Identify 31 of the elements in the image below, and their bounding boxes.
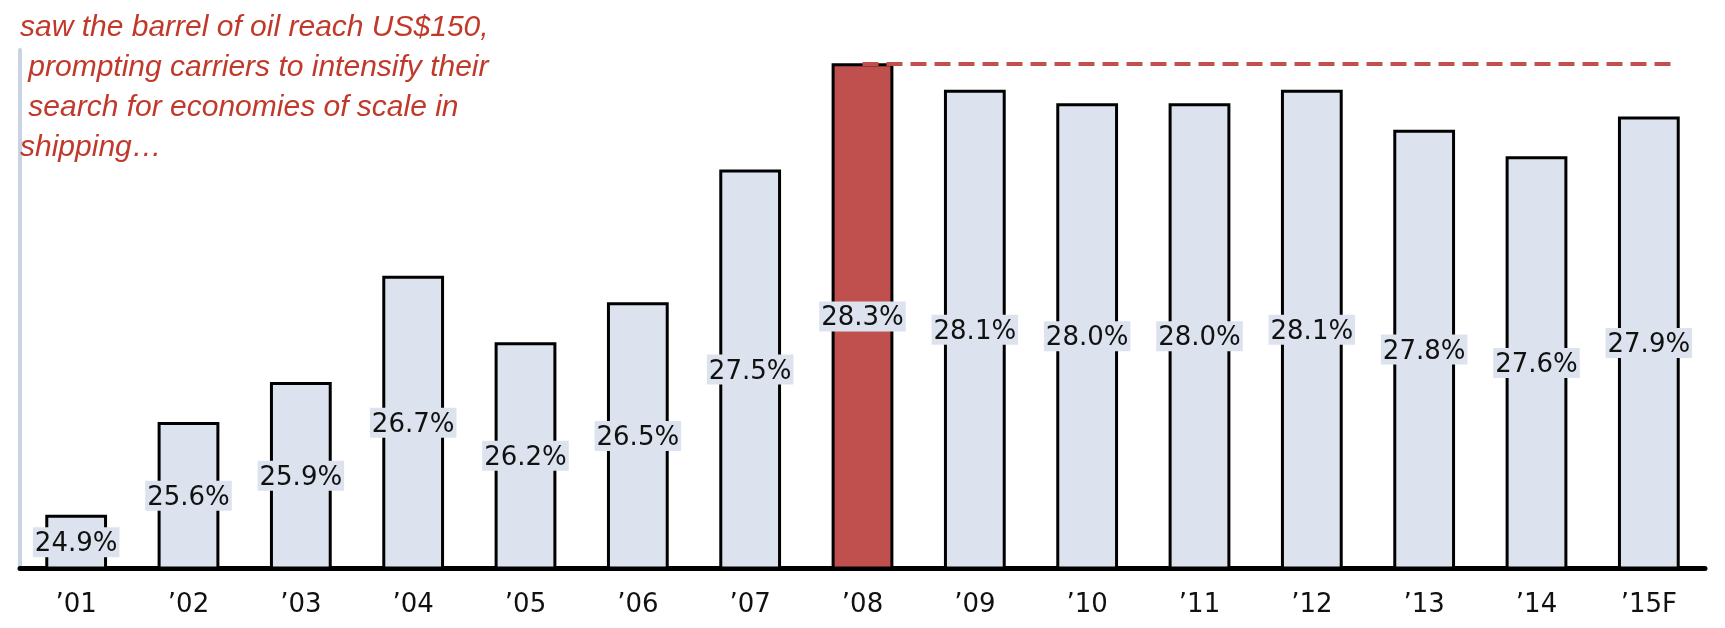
data-label: 25.6% [147, 480, 230, 511]
data-label: 28.0% [1045, 321, 1129, 352]
data-label: 26.5% [596, 420, 680, 451]
x-tick-label: ’12 [1291, 588, 1333, 618]
data-label: 28.3% [821, 301, 904, 332]
x-tick-label: ’03 [280, 588, 322, 618]
x-tick-label: ’11 [1178, 588, 1221, 618]
data-label: 26.2% [484, 440, 567, 471]
data-label: 27.5% [708, 354, 792, 385]
x-tick-label: ’04 [392, 588, 434, 618]
x-tick-label: ’13 [1403, 588, 1445, 618]
x-tick-label: ’06 [617, 588, 659, 618]
data-label: 28.0% [1158, 321, 1241, 352]
x-tick-label: ’15F [1620, 588, 1677, 618]
x-tick-label: ’05 [504, 588, 547, 618]
x-tick-label: ’08 [841, 588, 884, 618]
data-label: 28.1% [933, 314, 1017, 345]
data-label: 26.7% [371, 407, 455, 438]
data-label: 28.1% [1270, 314, 1354, 345]
x-tick-label: ’07 [729, 588, 771, 618]
data-label: 27.8% [1382, 334, 1466, 365]
data-label: 25.9% [259, 460, 343, 491]
x-tick-label: ’14 [1515, 588, 1558, 618]
x-tick-label: ’09 [954, 588, 996, 618]
annotation: saw the barrel of oil reach US$150, prompting carriers to intensify their search for economies of scale in shipping… [20, 8, 490, 162]
data-label: 27.9% [1607, 327, 1691, 358]
data-label: 24.9% [34, 527, 118, 558]
data-label: 27.6% [1495, 347, 1578, 378]
x-tick-label: ’10 [1066, 588, 1108, 618]
x-tick-label: ’01 [55, 588, 97, 618]
x-tick-label: ’02 [167, 588, 210, 618]
